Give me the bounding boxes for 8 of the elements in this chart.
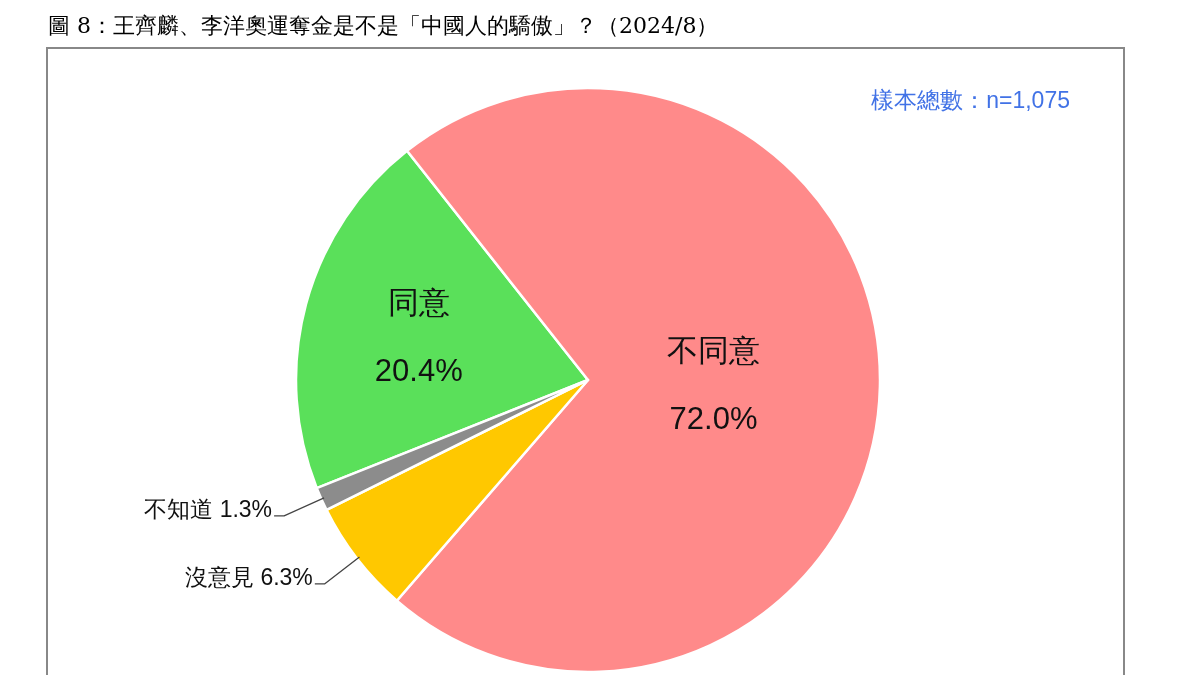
data-label: 20.4% [374, 352, 463, 388]
slice-label: 不知道 1.3% [144, 495, 273, 522]
chart-title: 圖 8：王齊麟、李洋奧運奪金是不是「中國人的驕傲」？（2024/8） [48, 13, 719, 38]
slice-label: 同意 [387, 284, 450, 320]
data-label: 72.0% [669, 400, 758, 436]
slice-label: 沒意見 6.3% [185, 563, 313, 590]
slice-label: 不同意 [667, 332, 761, 368]
text: 樣本總數：n=1,075 [871, 87, 1070, 113]
